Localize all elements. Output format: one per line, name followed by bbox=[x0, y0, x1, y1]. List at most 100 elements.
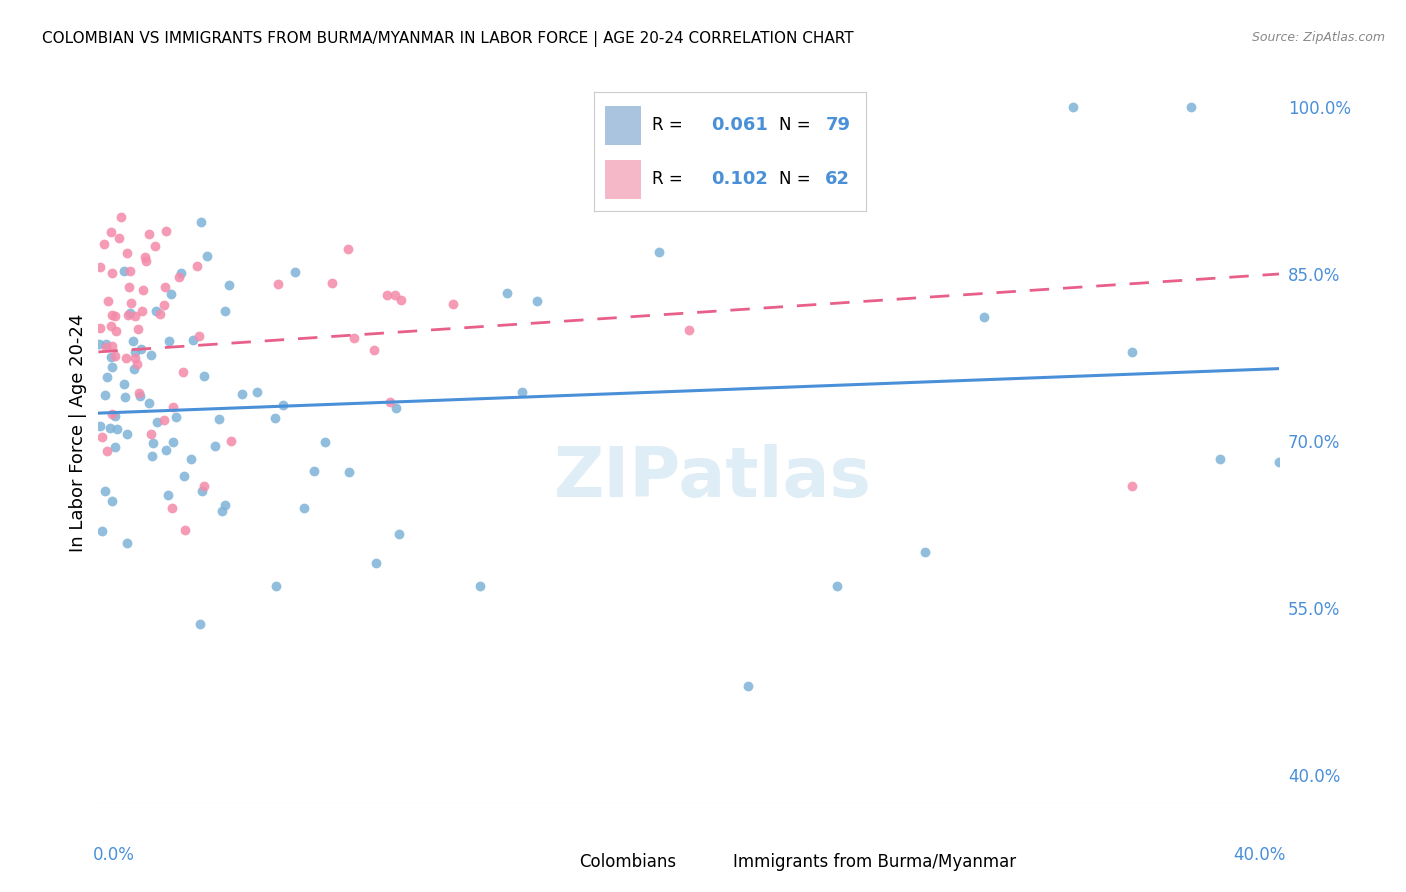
Point bbox=[389, 293, 412, 308]
Point bbox=[441, 297, 464, 311]
Point bbox=[90, 429, 112, 443]
Point bbox=[93, 237, 115, 252]
Point bbox=[377, 288, 399, 302]
Point bbox=[1268, 454, 1291, 468]
Point bbox=[104, 309, 127, 323]
Point bbox=[314, 434, 336, 449]
Point bbox=[264, 410, 287, 425]
Point bbox=[366, 557, 388, 571]
Point bbox=[172, 365, 194, 379]
Point bbox=[131, 304, 153, 318]
Point bbox=[94, 337, 117, 351]
Point bbox=[145, 303, 167, 318]
Y-axis label: In Labor Force | Age 20-24: In Labor Force | Age 20-24 bbox=[69, 313, 87, 552]
Text: COLOMBIAN VS IMMIGRANTS FROM BURMA/MYANMAR IN LABOR FORCE | AGE 20-24 CORRELATIO: COLOMBIAN VS IMMIGRANTS FROM BURMA/MYANM… bbox=[42, 31, 853, 47]
Point bbox=[89, 418, 111, 433]
Point bbox=[162, 435, 184, 450]
Point bbox=[122, 334, 145, 349]
Point bbox=[146, 415, 169, 429]
Point bbox=[134, 251, 156, 265]
FancyBboxPatch shape bbox=[547, 853, 574, 871]
Point bbox=[105, 422, 128, 436]
Point bbox=[143, 238, 166, 252]
Point bbox=[385, 401, 408, 415]
Point bbox=[737, 679, 759, 693]
Point bbox=[89, 260, 111, 275]
Point bbox=[128, 386, 150, 401]
Point bbox=[186, 259, 208, 273]
Point bbox=[162, 400, 184, 414]
Point bbox=[302, 464, 325, 478]
Point bbox=[191, 483, 214, 498]
Text: Colombians: Colombians bbox=[579, 853, 676, 871]
Point bbox=[468, 579, 491, 593]
Point bbox=[181, 334, 204, 348]
Point bbox=[108, 231, 131, 245]
Point bbox=[825, 579, 848, 593]
Point bbox=[100, 494, 122, 508]
Point bbox=[193, 478, 215, 492]
Point bbox=[188, 329, 211, 343]
Point bbox=[117, 246, 139, 260]
Point bbox=[264, 579, 287, 593]
Point bbox=[129, 389, 152, 403]
Point bbox=[343, 331, 366, 345]
Point bbox=[157, 334, 180, 348]
Point bbox=[246, 385, 269, 400]
Point bbox=[96, 444, 118, 458]
Point bbox=[94, 387, 117, 401]
Point bbox=[112, 376, 135, 391]
Point bbox=[152, 298, 174, 312]
Point bbox=[124, 309, 146, 323]
Text: Source: ZipAtlas.com: Source: ZipAtlas.com bbox=[1251, 31, 1385, 45]
Point bbox=[152, 413, 174, 427]
Point bbox=[98, 421, 121, 435]
Point bbox=[155, 224, 177, 238]
Text: 0.0%: 0.0% bbox=[93, 846, 135, 863]
Point bbox=[124, 345, 146, 359]
Point bbox=[131, 283, 153, 297]
Point bbox=[89, 321, 111, 335]
Point bbox=[190, 215, 212, 229]
Point bbox=[115, 426, 138, 441]
Point bbox=[138, 395, 160, 409]
Point bbox=[100, 318, 122, 333]
Point bbox=[292, 500, 315, 515]
Point bbox=[97, 293, 120, 308]
Point bbox=[173, 469, 195, 483]
Point bbox=[1209, 452, 1232, 467]
Point bbox=[124, 351, 146, 365]
Point bbox=[190, 616, 212, 631]
Point bbox=[149, 307, 172, 321]
Point bbox=[1062, 100, 1084, 114]
Point bbox=[155, 442, 177, 457]
Point bbox=[141, 348, 163, 362]
Point bbox=[117, 309, 139, 323]
Point bbox=[1121, 345, 1143, 359]
Point bbox=[100, 225, 122, 239]
Point bbox=[139, 427, 162, 442]
Point bbox=[337, 242, 360, 256]
Point bbox=[100, 266, 122, 280]
Point bbox=[87, 337, 110, 351]
Point bbox=[131, 343, 153, 357]
Point bbox=[1121, 478, 1143, 492]
Point bbox=[138, 227, 160, 241]
Point bbox=[170, 266, 193, 280]
Point bbox=[231, 387, 253, 401]
Point bbox=[496, 285, 519, 300]
Point bbox=[195, 249, 218, 263]
Point bbox=[169, 270, 191, 285]
Point bbox=[219, 434, 242, 448]
Point bbox=[678, 323, 700, 337]
FancyBboxPatch shape bbox=[700, 853, 727, 871]
Point bbox=[271, 398, 294, 412]
Point bbox=[127, 322, 149, 336]
Point bbox=[96, 340, 118, 354]
Point bbox=[141, 449, 163, 463]
Text: ZIPatlas: ZIPatlas bbox=[554, 443, 872, 510]
Point bbox=[510, 384, 533, 399]
Point bbox=[105, 324, 128, 338]
Point bbox=[526, 293, 548, 308]
Point bbox=[91, 524, 114, 538]
